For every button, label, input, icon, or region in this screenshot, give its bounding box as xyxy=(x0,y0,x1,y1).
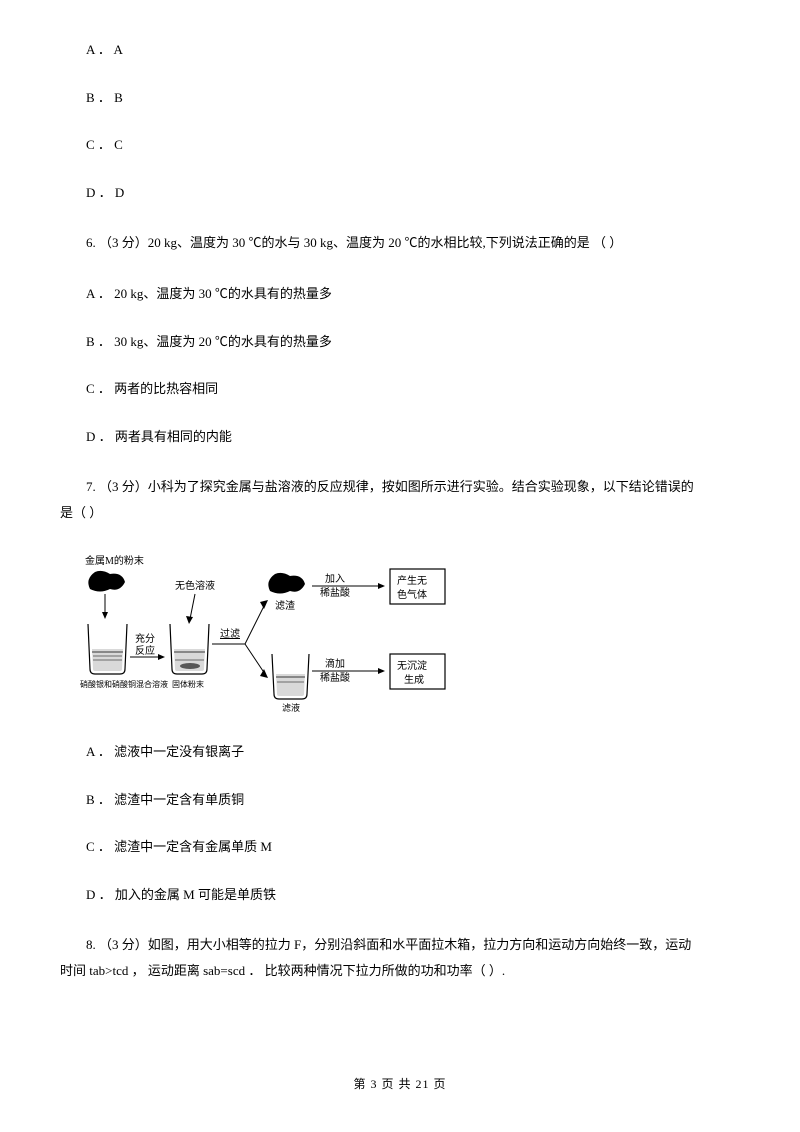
powder-blob-icon xyxy=(88,571,125,592)
q6-stem: 6. （3 分）20 kg、温度为 30 ℃的水与 30 kg、温度为 20 ℃… xyxy=(60,230,740,256)
beaker-3-icon xyxy=(272,654,309,699)
q7-stem-line2: 是（ ） xyxy=(60,500,740,526)
arrow-head-icon xyxy=(102,612,108,619)
beaker-2-icon xyxy=(170,624,209,674)
q7-stem-line1: 7. （3 分）小科为了探究金属与盐溶液的反应规律，按如图所示进行实验。结合实验… xyxy=(60,474,740,500)
label-solid: 固体粉末 xyxy=(172,679,204,689)
arrow-head-icon xyxy=(378,668,385,674)
arrow-head-icon xyxy=(186,616,193,624)
arrow-line xyxy=(245,604,265,644)
arrow-head-icon xyxy=(158,654,165,660)
label-mixture: 硝酸银和硝酸铜混合溶液 xyxy=(80,679,168,689)
q7-option-b: B ． 滤渣中一定含有单质铜 xyxy=(60,790,740,810)
label-result2b: 生成 xyxy=(404,673,424,686)
q6-option-d: D ． 两者具有相同的内能 xyxy=(60,427,740,447)
label-metal-powder: 金属M的粉末 xyxy=(85,554,144,567)
q7-option-d: D ． 加入的金属 M 可能是单质铁 xyxy=(60,885,740,905)
label-add1a: 加入 xyxy=(325,573,345,585)
arrow-head-icon xyxy=(260,669,268,678)
label-add2a: 滴加 xyxy=(325,657,345,670)
label-fully: 充分 xyxy=(135,632,155,645)
q7-option-a: A ． 滤液中一定没有银离子 xyxy=(60,742,740,762)
residue-blob-icon xyxy=(268,573,305,594)
q6-option-c: C ． 两者的比热容相同 xyxy=(60,379,740,399)
label-react: 反应 xyxy=(135,644,155,657)
q6-option-a: A ． 20 kg、温度为 30 ℃的水具有的热量多 xyxy=(60,284,740,304)
experiment-diagram: 金属M的粉末 硝酸银和硝酸铜混合溶液 充分 反应 无色溶液 xyxy=(80,554,740,714)
label-filtrate: 滤液 xyxy=(282,702,300,713)
label-filter: 过滤 xyxy=(220,627,240,640)
q8-stem-line1: 8. （3 分）如图，用大小相等的拉力 F，分别沿斜面和水平面拉木箱，拉力方向和… xyxy=(60,932,740,958)
label-result2a: 无沉淀 xyxy=(397,659,427,672)
label-colorless: 无色溶液 xyxy=(175,579,215,592)
q5-option-c: C ． C xyxy=(60,135,740,155)
q7-option-c: C ． 滤渣中一定含有金属单质 M xyxy=(60,837,740,857)
q6-option-b: B ． 30 kg、温度为 20 ℃的水具有的热量多 xyxy=(60,332,740,352)
label-residue: 滤渣 xyxy=(275,599,295,612)
page-footer: 第 3 页 共 21 页 xyxy=(0,1075,800,1092)
arrow-head-icon xyxy=(260,600,268,609)
q5-option-d: D ． D xyxy=(60,183,740,203)
label-add2b: 稀盐酸 xyxy=(320,671,350,684)
arrow-line xyxy=(190,594,195,619)
q8-stem-line2: 时间 tab>tcd ， 运动距离 sab=scd ． 比较两种情况下拉力所做的… xyxy=(60,958,740,984)
beaker-1-icon xyxy=(88,624,127,674)
arrow-line xyxy=(245,644,265,674)
label-add1b: 稀盐酸 xyxy=(320,586,350,599)
label-result1b: 色气体 xyxy=(397,588,427,601)
q5-option-b: B ． B xyxy=(60,88,740,108)
arrow-head-icon xyxy=(378,583,385,589)
q5-option-a: A ． A xyxy=(60,40,740,60)
label-result1a: 产生无 xyxy=(397,574,427,587)
